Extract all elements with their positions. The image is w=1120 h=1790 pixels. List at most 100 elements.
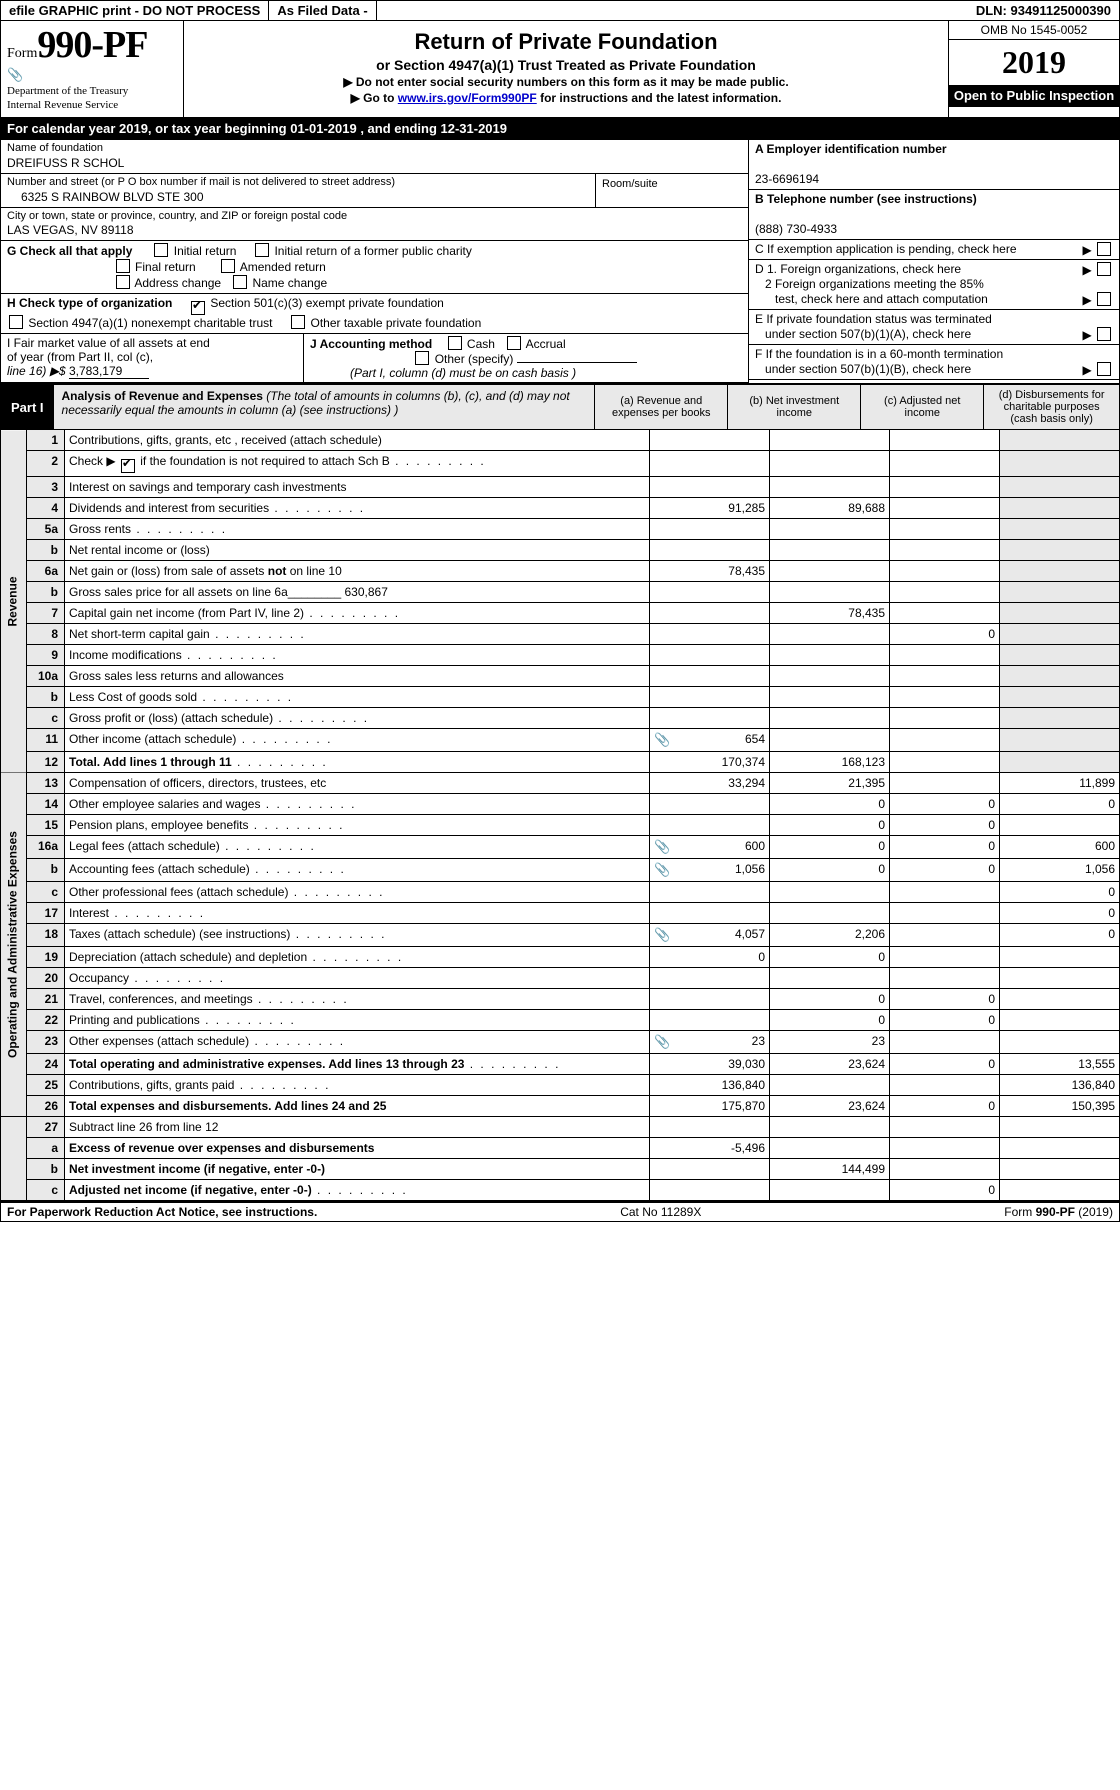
line-description: Capital gain net income (from Part IV, l… xyxy=(65,603,650,624)
chk-other-taxable[interactable] xyxy=(291,315,305,329)
col-a-value: 📎4,057 xyxy=(650,924,770,947)
note2-pre: ▶ Go to xyxy=(351,91,398,105)
section-g: G Check all that apply Initial return In… xyxy=(1,241,748,294)
table-row: Revenue1Contributions, gifts, grants, et… xyxy=(1,430,1120,451)
col-d-value xyxy=(1000,687,1120,708)
note2-post: for instructions and the latest informat… xyxy=(537,91,782,105)
col-b-value xyxy=(770,903,890,924)
chk-initial-return[interactable] xyxy=(154,243,168,257)
line-description: Excess of revenue over expenses and disb… xyxy=(65,1138,650,1159)
chk-4947a1[interactable] xyxy=(9,315,23,329)
table-row: 16aLegal fees (attach schedule)📎60000600 xyxy=(1,836,1120,859)
chk-accrual[interactable] xyxy=(507,336,521,350)
attachment-icon[interactable]: 📎 xyxy=(654,1034,670,1050)
col-c-value xyxy=(890,903,1000,924)
attachment-icon[interactable]: 📎 xyxy=(654,927,670,943)
chk-final-return[interactable] xyxy=(116,259,130,273)
c-label: C If exemption application is pending, c… xyxy=(755,242,1017,256)
col-d-value xyxy=(1000,815,1120,836)
line-number: b xyxy=(27,859,65,882)
form-header: Form990-PF 📎 Department of the Treasury … xyxy=(0,21,1120,118)
room-label: Room/suite xyxy=(602,178,658,190)
line-description: Total expenses and disbursements. Add li… xyxy=(65,1096,650,1117)
col-b-value: 0 xyxy=(770,794,890,815)
col-c-value xyxy=(890,498,1000,519)
attachment-icon[interactable]: 📎 xyxy=(654,732,670,748)
line-number: 18 xyxy=(27,924,65,947)
line-number: b xyxy=(27,582,65,603)
attachment-icon[interactable]: 📎 xyxy=(654,839,670,855)
line-description: Less Cost of goods sold xyxy=(65,687,650,708)
table-row: bLess Cost of goods sold xyxy=(1,687,1120,708)
col-a-value xyxy=(650,582,770,603)
line-description: Gross rents xyxy=(65,519,650,540)
col-d-value xyxy=(1000,752,1120,773)
col-b-value xyxy=(770,477,890,498)
chk-initial-former[interactable] xyxy=(255,243,269,257)
line-number: 15 xyxy=(27,815,65,836)
chk-cash[interactable] xyxy=(448,336,462,350)
chk-507b1a[interactable] xyxy=(1097,327,1111,341)
line-number: c xyxy=(27,882,65,903)
col-c-value xyxy=(890,540,1000,561)
table-row: 20Occupancy xyxy=(1,968,1120,989)
line-description: Net rental income or (loss) xyxy=(65,540,650,561)
irs-link[interactable]: www.irs.gov/Form990PF xyxy=(398,91,537,105)
line-description: Compensation of officers, directors, tru… xyxy=(65,773,650,794)
table-row: 19Depreciation (attach schedule) and dep… xyxy=(1,947,1120,968)
chk-foreign-org[interactable] xyxy=(1097,262,1111,276)
col-a-value xyxy=(650,968,770,989)
col-b-value: 0 xyxy=(770,1010,890,1031)
chk-address-change[interactable] xyxy=(116,275,130,289)
line-description: Gross profit or (loss) (attach schedule) xyxy=(65,708,650,729)
col-b-value xyxy=(770,430,890,451)
col-d-value: 0 xyxy=(1000,882,1120,903)
section-c: C If exemption application is pending, c… xyxy=(749,240,1119,260)
col-b-value: 2,206 xyxy=(770,924,890,947)
tax-year: 2019 xyxy=(949,40,1119,85)
col-d-value xyxy=(1000,451,1120,477)
line-number: c xyxy=(27,1180,65,1201)
line-description: Check ▶ if the foundation is not require… xyxy=(65,451,650,477)
chk-amended[interactable] xyxy=(221,259,235,273)
form-number-big: 990-PF xyxy=(37,24,147,66)
col-c-value xyxy=(890,773,1000,794)
line-description: Net short-term capital gain xyxy=(65,624,650,645)
col-a-value xyxy=(650,430,770,451)
col-d-header: (d) Disbursements for charitable purpose… xyxy=(983,385,1119,429)
city-cell: City or town, state or province, country… xyxy=(1,208,748,242)
col-c-value xyxy=(890,968,1000,989)
chk-85pct-test[interactable] xyxy=(1097,292,1111,306)
opt-initial: Initial return xyxy=(174,244,237,258)
other-method-line xyxy=(517,362,637,363)
chk-501c3[interactable] xyxy=(191,301,205,315)
table-row: aExcess of revenue over expenses and dis… xyxy=(1,1138,1120,1159)
table-row: 2Check ▶ if the foundation is not requir… xyxy=(1,451,1120,477)
line-description: Other professional fees (attach schedule… xyxy=(65,882,650,903)
footer-left: For Paperwork Reduction Act Notice, see … xyxy=(7,1205,317,1219)
chk-exemption-pending[interactable] xyxy=(1097,242,1111,256)
col-a-value xyxy=(650,882,770,903)
chk-name-change[interactable] xyxy=(233,275,247,289)
d2a-label: 2 Foreign organizations meeting the 85% xyxy=(765,277,984,291)
table-row: 25Contributions, gifts, grants paid136,8… xyxy=(1,1075,1120,1096)
col-c-value: 0 xyxy=(890,1010,1000,1031)
g-label: G Check all that apply xyxy=(7,244,132,258)
chk-507b1b[interactable] xyxy=(1097,362,1111,376)
col-d-value xyxy=(1000,968,1120,989)
col-d-value: 150,395 xyxy=(1000,1096,1120,1117)
h-label: H Check type of organization xyxy=(7,296,172,310)
table-row: bGross sales price for all assets on lin… xyxy=(1,582,1120,603)
chk-other-method[interactable] xyxy=(415,351,429,365)
col-b-value xyxy=(770,519,890,540)
col-b-value: 0 xyxy=(770,815,890,836)
chk-<b>not</b>-required-schb[interactable] xyxy=(121,459,135,473)
col-d-value xyxy=(1000,430,1120,451)
col-b-value xyxy=(770,1117,890,1138)
col-c-value: 0 xyxy=(890,1054,1000,1075)
section-i: I Fair market value of all assets at end… xyxy=(1,334,304,382)
attachment-icon[interactable]: 📎 xyxy=(654,862,670,878)
table-row: Operating and Administrative Expenses13C… xyxy=(1,773,1120,794)
table-row: 8Net short-term capital gain0 xyxy=(1,624,1120,645)
foundation-name-cell: Name of foundation DREIFUSS R SCHOL xyxy=(1,140,748,174)
